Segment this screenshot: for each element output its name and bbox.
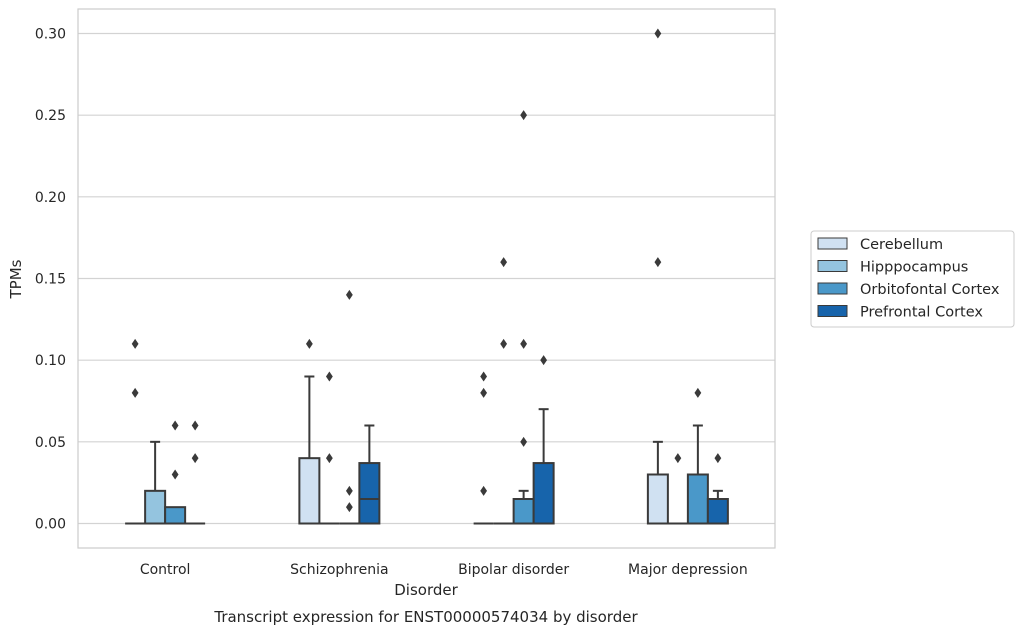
outlier-point — [714, 453, 722, 464]
legend-label: Cerebellum — [860, 237, 943, 253]
box-prefrontal-cortex — [185, 420, 206, 525]
box — [646, 473, 669, 525]
boxplots — [125, 28, 729, 525]
y-axis-label: TPMs — [7, 259, 25, 299]
outlier-point — [674, 453, 682, 464]
y-tick-label: 0.05 — [35, 435, 66, 451]
x-tick-label: Control — [140, 562, 191, 578]
outlier-point — [654, 28, 662, 39]
x-tick-label: Schizophrenia — [290, 562, 388, 578]
legend-label: Prefrontal Cortex — [860, 305, 983, 321]
box-hipppocampus — [667, 453, 688, 525]
outlier-point — [171, 469, 179, 480]
outlier-point — [191, 420, 199, 431]
y-tick-label: 0.20 — [35, 190, 66, 206]
box — [512, 498, 535, 525]
outlier-point — [520, 110, 528, 121]
outlier-point — [694, 387, 702, 398]
outlier-point — [325, 371, 333, 382]
box — [358, 462, 381, 525]
outlier-point — [540, 355, 548, 366]
box-cerebellum — [473, 371, 494, 525]
box-prefrontal-cortex — [706, 453, 729, 525]
legend-swatch — [817, 282, 848, 295]
y-tick-label: 0.30 — [35, 27, 66, 43]
legend-swatch — [817, 237, 848, 250]
legend: Cerebellum Hipppocampus Orbitofontal Corte… — [810, 230, 1015, 328]
legend-swatch — [817, 305, 848, 317]
outlier-point — [654, 257, 662, 268]
x-tick-label: Bipolar disorder — [458, 562, 569, 578]
outlier-point — [345, 289, 353, 300]
outlier-point — [520, 436, 528, 447]
box — [298, 457, 321, 525]
box-orbitofontal-cortex — [339, 289, 360, 525]
box — [164, 506, 187, 525]
plot-frame — [77, 8, 776, 549]
box — [144, 489, 167, 525]
y-tick-label: 0.15 — [35, 272, 66, 288]
box-hipppocampus — [493, 257, 514, 525]
x-tick-labels: Control Schizophrenia Bipolar disorder Majo… — [140, 562, 748, 578]
box — [532, 462, 555, 525]
y-tick-label: 0.00 — [35, 517, 66, 533]
chart-title: Transcript expression for ENST0000057403… — [213, 608, 638, 626]
legend-label: Hipppocampus — [860, 260, 968, 276]
outlier-point — [500, 338, 508, 349]
outlier-point — [171, 420, 179, 431]
outlier-point — [345, 485, 353, 496]
outlier-point — [520, 338, 528, 349]
box-cerebellum — [125, 338, 146, 525]
box-hipppocampus — [144, 440, 167, 525]
outlier-point — [191, 453, 199, 464]
legend-label: Orbitofontal Cortex — [860, 282, 1000, 298]
box-orbitofontal-cortex — [164, 420, 187, 525]
outlier-point — [305, 338, 313, 349]
y-tick-labels: 0.00 0.05 0.10 0.15 0.20 0.25 0.30 — [35, 27, 66, 533]
y-tick-label: 0.25 — [35, 108, 66, 124]
outlier-point — [131, 387, 139, 398]
outlier-point — [480, 371, 488, 382]
outlier-point — [131, 338, 139, 349]
outlier-point — [480, 387, 488, 398]
legend-swatch — [817, 260, 848, 272]
box — [686, 473, 709, 525]
outlier-point — [325, 453, 333, 464]
box-prefrontal-cortex — [532, 355, 555, 525]
legend-frame — [810, 230, 1015, 328]
box-hipppocampus — [319, 371, 340, 525]
outlier-point — [480, 485, 488, 496]
box-prefrontal-cortex — [358, 424, 381, 525]
box — [706, 498, 729, 525]
y-tick-label: 0.10 — [35, 353, 66, 369]
outlier-point — [500, 257, 508, 268]
x-axis-label: Disorder — [394, 581, 458, 599]
box-cerebellum — [646, 28, 669, 525]
x-tick-label: Major depression — [628, 562, 748, 578]
outlier-point — [345, 502, 353, 513]
box-cerebellum — [298, 338, 321, 525]
